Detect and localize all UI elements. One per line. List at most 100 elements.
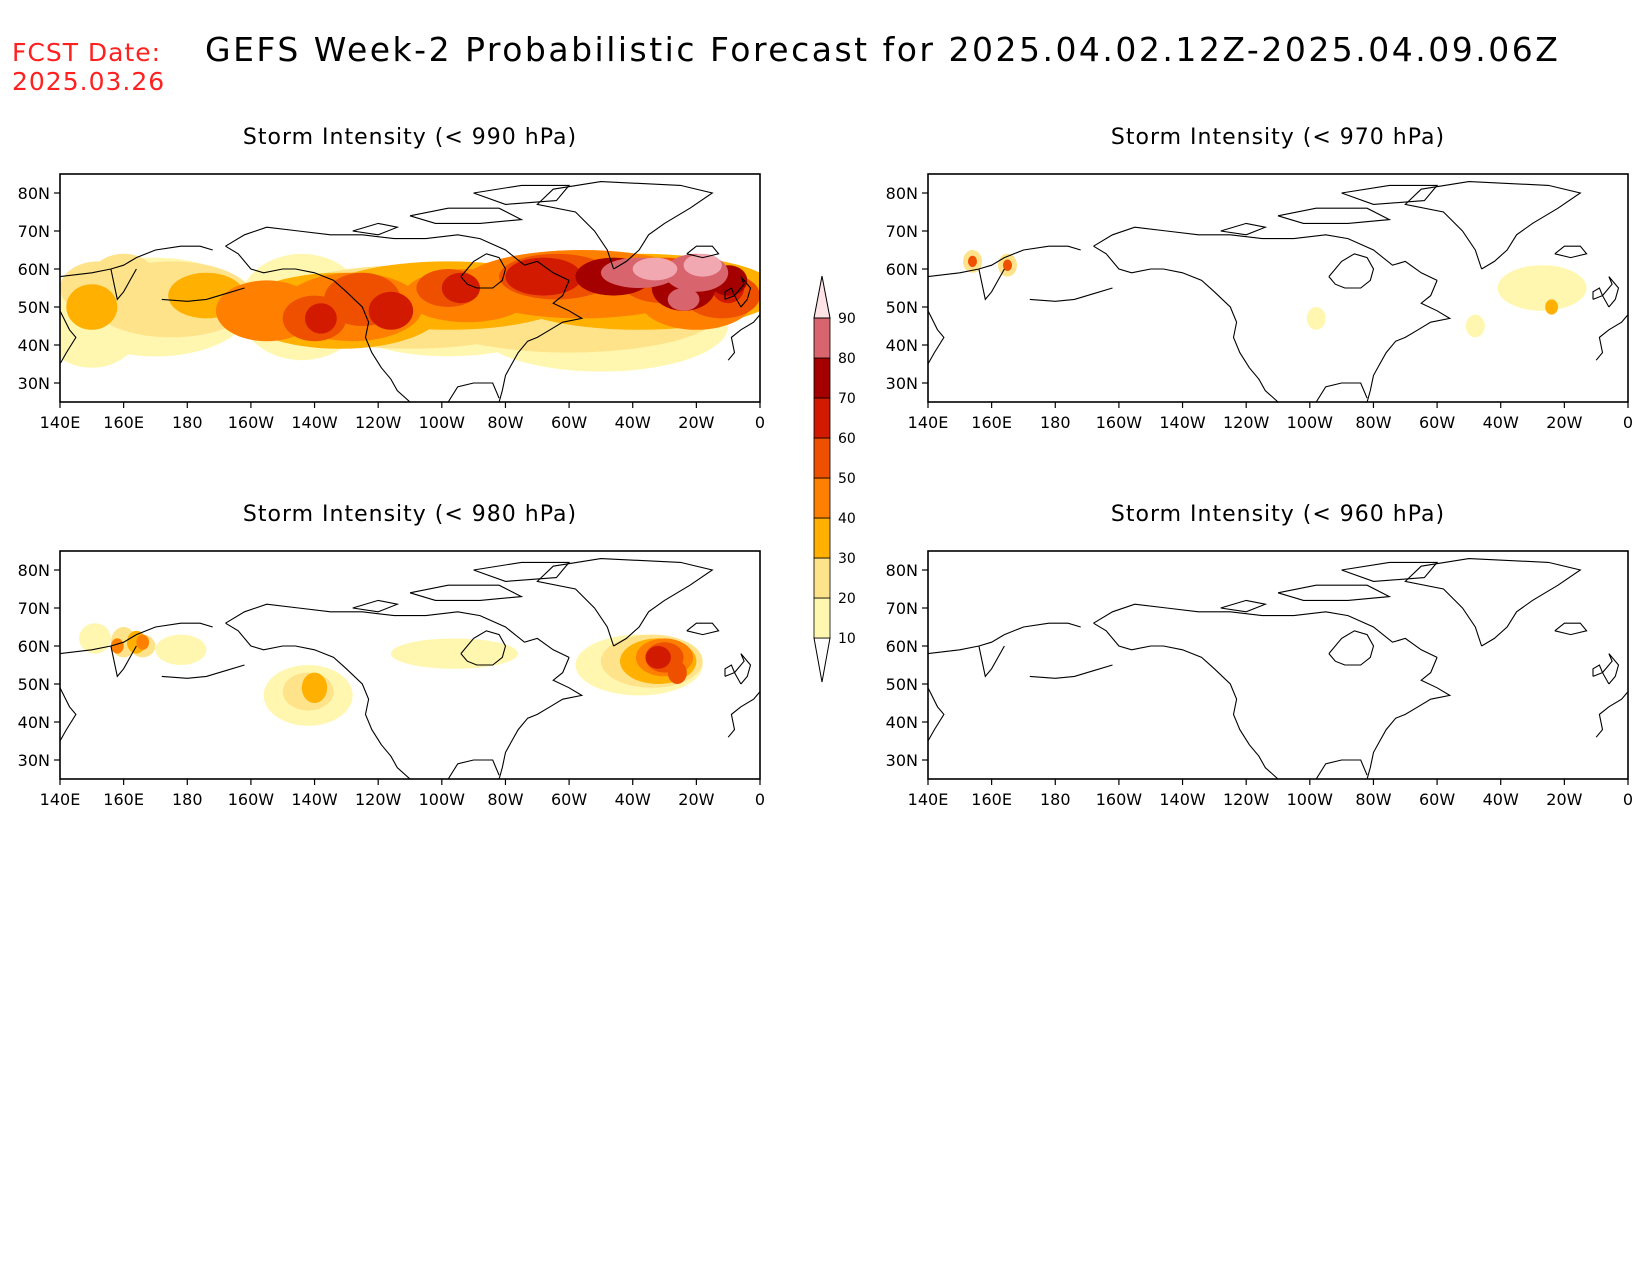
lon-tick-label: 40W: [615, 413, 651, 432]
coastline: [536, 181, 714, 270]
colorbar: 10 20 30 40 50 60 70 80 90: [813, 275, 856, 683]
colorbar-label: 10: [838, 631, 856, 647]
lon-tick-label: 120W: [1223, 413, 1270, 432]
colorbar-label: 60: [838, 431, 856, 447]
lat-tick-label: 50N: [18, 298, 50, 317]
coastline: [1277, 584, 1392, 601]
lon-tick-label: 120W: [355, 413, 402, 432]
lon-tick-label: 120W: [355, 790, 402, 809]
coastline: [161, 287, 245, 302]
coastlines: [60, 181, 760, 402]
lon-tick-label: 160E: [103, 790, 144, 809]
probability-contour: [683, 253, 722, 277]
probability-contour: [390, 638, 519, 669]
probability-shading: [60, 250, 760, 372]
lon-tick-label: 100W: [1287, 413, 1334, 432]
coastline: [1315, 759, 1368, 779]
coastline: [686, 245, 720, 259]
map-panel-top-left: Storm Intensity (< 990 hPa) 140E 160E 180 16…: [18, 125, 765, 432]
map-frame: [927, 173, 1629, 403]
coastline: [225, 226, 570, 281]
coastline: [460, 630, 507, 666]
lon-tick-label: 160W: [1096, 413, 1143, 432]
probability-shading: [963, 250, 1587, 338]
colorbar-over-cap: [813, 275, 831, 319]
coastline: [352, 222, 400, 236]
coastline: [60, 622, 213, 655]
lon-tick-label: 60W: [551, 413, 587, 432]
coastline: [1341, 561, 1439, 582]
coastline: [1366, 657, 1452, 779]
lat-tick-label: 70N: [886, 222, 918, 241]
probability-contour: [1545, 299, 1558, 315]
coastline: [536, 558, 714, 647]
colorbar-label: 20: [838, 591, 856, 607]
coastline: [1328, 630, 1375, 666]
probability-contour: [441, 272, 480, 304]
lon-tick-label: 80W: [1355, 790, 1391, 809]
coastline: [978, 268, 1005, 301]
coastline: [1554, 245, 1588, 259]
lon-tick-label: 180: [172, 790, 203, 809]
colorbar-segment: [813, 397, 831, 439]
panel-title: Storm Intensity (< 960 hPa): [1111, 502, 1445, 527]
colorbar-label: 40: [838, 511, 856, 527]
coastline: [978, 645, 1005, 678]
coastline: [460, 253, 507, 289]
coastline: [1595, 691, 1628, 738]
probability-contour: [1497, 265, 1587, 311]
colorbar-segment: [813, 357, 831, 399]
lon-tick-label: 60W: [1419, 413, 1455, 432]
coastline: [1093, 226, 1438, 281]
lat-tick-label: 60N: [18, 637, 50, 656]
coastline: [1220, 599, 1268, 613]
probability-contour: [1306, 307, 1326, 330]
fcst-date-value: 2025.03.26: [12, 67, 166, 96]
main-title: GEFS Week-2 Probabilistic Forecast for 2…: [205, 30, 1561, 69]
lon-tick-label: 160W: [1096, 790, 1143, 809]
panel-title: Storm Intensity (< 970 hPa): [1111, 125, 1445, 150]
map-panel-top-right: Storm Intensity (< 970 hPa) 140E 160E 180 16…: [886, 125, 1633, 432]
coastline: [1093, 622, 1279, 779]
lon-tick-label: 160W: [228, 790, 275, 809]
panel-title: Storm Intensity (< 980 hPa): [243, 502, 577, 527]
probability-contour: [110, 638, 124, 654]
colorbar-segment: [813, 517, 831, 559]
lat-tick-label: 60N: [18, 260, 50, 279]
coastline: [1093, 245, 1279, 402]
coastline: [724, 287, 736, 300]
coastline: [225, 603, 570, 658]
lat-tick-label: 40N: [886, 336, 918, 355]
colorbar-label: 50: [838, 471, 856, 487]
coastline: [447, 759, 500, 779]
lat-tick-label: 40N: [886, 713, 918, 732]
coastline: [1093, 603, 1438, 658]
lon-tick-label: 20W: [678, 790, 714, 809]
colorbar-segment: [813, 317, 831, 359]
coastline: [724, 664, 736, 677]
coastline: [60, 687, 77, 742]
lon-tick-label: 60W: [1419, 790, 1455, 809]
lat-tick-label: 40N: [18, 713, 50, 732]
lat-tick-label: 70N: [886, 599, 918, 618]
coastline: [225, 245, 411, 402]
lon-tick-label: 140E: [908, 413, 949, 432]
lat-tick-label: 60N: [886, 260, 918, 279]
lon-tick-label: 120W: [1223, 790, 1270, 809]
coastline: [161, 664, 245, 679]
coastlines: [60, 558, 760, 779]
lon-tick-label: 140W: [1159, 790, 1206, 809]
coastline: [473, 561, 571, 582]
map-panel-bottom-right: Storm Intensity (< 960 hPa) 140E 160E 180 16…: [886, 502, 1633, 809]
coastline: [1595, 314, 1628, 361]
probability-contour: [155, 634, 207, 665]
lon-tick-label: 180: [1040, 790, 1071, 809]
coastline: [498, 657, 584, 779]
map-panel-bottom-left: Storm Intensity (< 980 hPa) 140E 160E 180 16…: [18, 502, 765, 809]
coastline: [928, 245, 1081, 278]
coastline: [1328, 253, 1375, 289]
coastline: [928, 687, 945, 742]
lon-tick-label: 140W: [291, 790, 338, 809]
lat-tick-label: 30N: [886, 374, 918, 393]
lat-tick-label: 50N: [886, 675, 918, 694]
